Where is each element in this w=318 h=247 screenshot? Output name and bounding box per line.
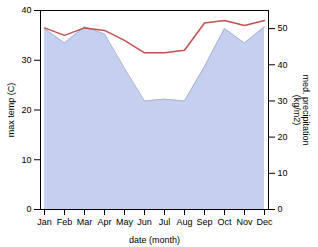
svg-text:10: 10 bbox=[21, 155, 31, 165]
svg-text:10: 10 bbox=[278, 168, 288, 178]
svg-text:50: 50 bbox=[278, 23, 288, 33]
svg-text:Jul: Jul bbox=[159, 217, 171, 227]
svg-text:Aug: Aug bbox=[176, 217, 192, 227]
svg-text:Dec: Dec bbox=[256, 217, 273, 227]
svg-text:30: 30 bbox=[21, 55, 31, 65]
svg-text:Nov: Nov bbox=[236, 217, 253, 227]
svg-text:40: 40 bbox=[278, 60, 288, 70]
svg-text:Oct: Oct bbox=[217, 217, 232, 227]
svg-text:0: 0 bbox=[26, 204, 31, 214]
svg-text:0: 0 bbox=[278, 204, 283, 214]
svg-text:20: 20 bbox=[21, 105, 31, 115]
svg-text:Feb: Feb bbox=[57, 217, 73, 227]
svg-text:Apr: Apr bbox=[97, 217, 111, 227]
svg-text:40: 40 bbox=[21, 5, 31, 15]
svg-text:Jan: Jan bbox=[37, 217, 52, 227]
svg-text:Sep: Sep bbox=[196, 217, 212, 227]
svg-text:May: May bbox=[116, 217, 134, 227]
svg-text:max temp (C): max temp (C) bbox=[6, 83, 16, 138]
svg-text:Mar: Mar bbox=[77, 217, 93, 227]
svg-text:date (month): date (month) bbox=[129, 235, 180, 245]
svg-text:20: 20 bbox=[278, 132, 288, 142]
svg-text:med. precipitation(kg/m2): med. precipitation(kg/m2) bbox=[292, 74, 311, 145]
svg-text:Jun: Jun bbox=[137, 217, 152, 227]
svg-text:30: 30 bbox=[278, 96, 288, 106]
